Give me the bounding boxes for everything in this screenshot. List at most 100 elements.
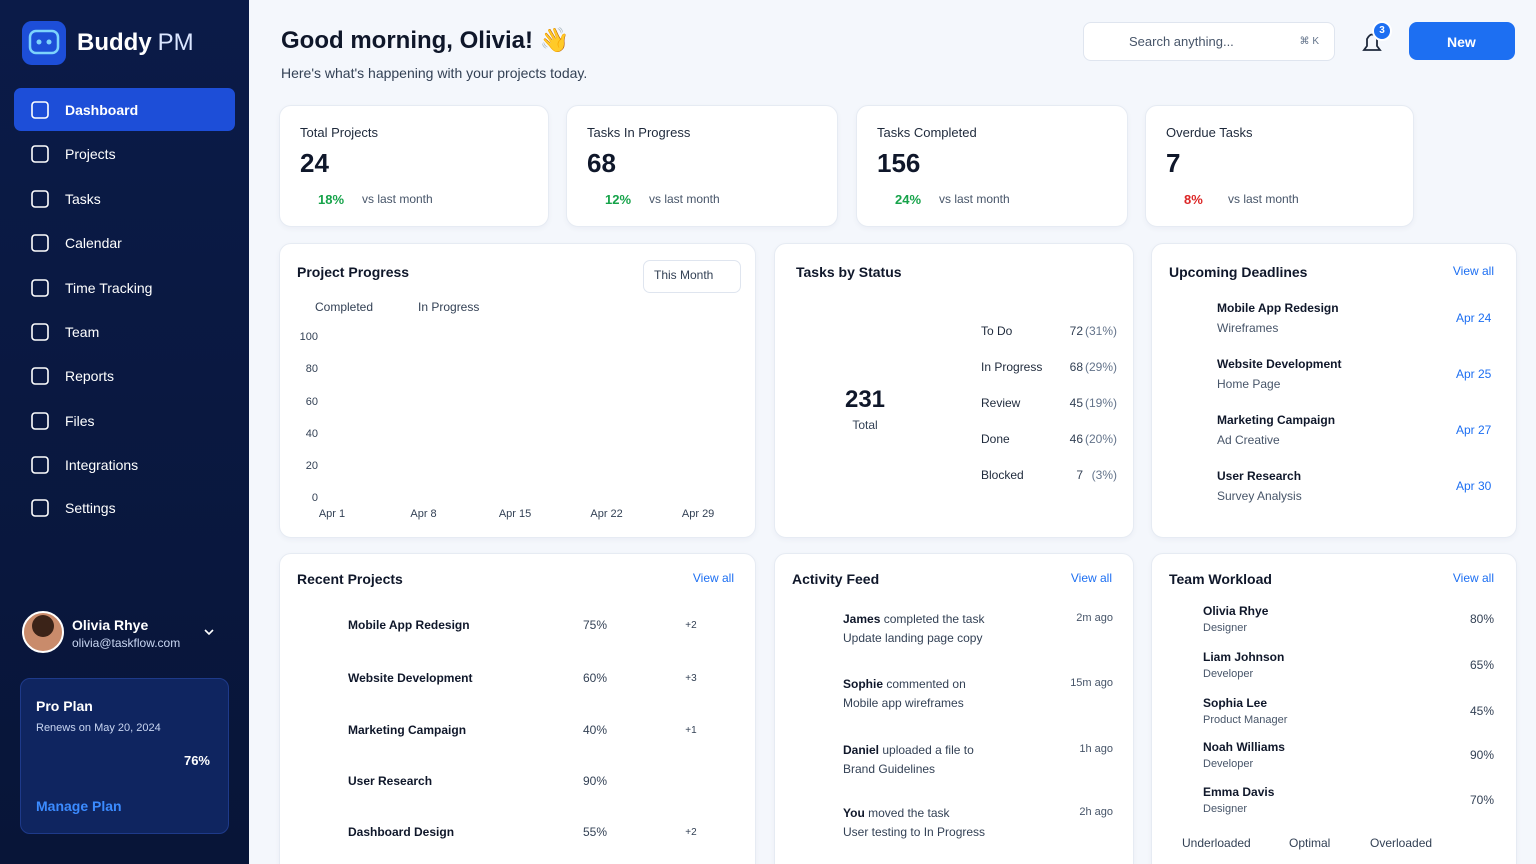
project-name: Marketing Campaign	[348, 723, 467, 738]
stat-change: 8%	[1184, 191, 1203, 207]
filter-label[interactable]: This Month	[654, 268, 714, 283]
x-tick-label: Apr 1	[318, 508, 346, 521]
stat-change: 18%	[318, 191, 345, 207]
member-name: Sophia Lee	[1203, 696, 1268, 711]
deadline-subtitle: Wireframes	[1217, 321, 1279, 336]
activity-text: Daniel uploaded a file to	[843, 740, 974, 760]
user-email: olivia@taskflow.com	[72, 636, 181, 651]
activity-text: Sophie commented on	[843, 674, 966, 694]
plan-card	[20, 678, 229, 834]
card-title: Team Workload	[1169, 570, 1272, 587]
stat-value: 24	[300, 148, 329, 179]
donut-total-label: Total	[852, 418, 878, 433]
search-box[interactable]	[1083, 22, 1335, 61]
workload-label: 90%	[1469, 748, 1494, 763]
project-name: User Research	[348, 774, 433, 789]
team-workload-card	[1151, 553, 1517, 864]
plan-renewal: Renews on May 20, 2024	[36, 722, 161, 735]
member-name: Noah Williams	[1203, 740, 1285, 755]
activity-text: You moved the task	[843, 803, 950, 823]
legend-label: Underloaded	[1182, 836, 1251, 851]
member-role: Product Manager	[1203, 714, 1288, 727]
workload-label: 70%	[1469, 793, 1494, 808]
nav-item[interactable]: Integrations	[65, 456, 139, 473]
new-button-label[interactable]: New	[1447, 33, 1476, 50]
project-name: Mobile App Redesign	[348, 618, 470, 633]
status-value: 45	[1069, 396, 1083, 411]
extra-members: +3	[685, 673, 697, 684]
y-tick-label: 80	[305, 363, 318, 376]
project-name: Website Development	[348, 671, 473, 686]
status-percent: (31%)	[1084, 324, 1117, 339]
stat-card	[1145, 105, 1414, 227]
activity-detail: Update landing page copy	[843, 631, 983, 646]
view-all[interactable]: View all	[1452, 571, 1494, 586]
stat-label: Tasks Completed	[877, 124, 977, 140]
brand-name: Buddy PM	[77, 27, 194, 59]
member-name: Olivia Rhye	[1203, 604, 1269, 619]
filter-button[interactable]	[643, 260, 741, 293]
legend-label: Overloaded	[1370, 836, 1433, 851]
donut-total: 231	[844, 385, 886, 413]
nav-item[interactable]: Settings	[65, 499, 116, 516]
nav-item[interactable]: Team	[65, 323, 100, 340]
project-name: Dashboard Design	[348, 825, 455, 840]
plan-title: Pro Plan	[36, 697, 93, 714]
recent-projects-card	[279, 553, 756, 864]
brand-main: Buddy	[77, 29, 152, 56]
search-shortcut: ⌘ K	[1299, 36, 1319, 47]
activity-detail: Mobile app wireframes	[843, 696, 964, 711]
member-role: Designer	[1203, 622, 1248, 635]
view-all[interactable]: View all	[692, 571, 734, 586]
stat-label: Overdue Tasks	[1166, 124, 1253, 140]
search-placeholder: Search anything...	[1129, 33, 1234, 49]
activity-detail: Brand Guidelines	[843, 762, 936, 777]
activity-card	[774, 553, 1134, 864]
view-all[interactable]: View all	[1070, 571, 1112, 586]
member-role: Developer	[1203, 758, 1254, 771]
status-percent: (20%)	[1084, 432, 1117, 447]
x-tick-label: Apr 15	[498, 508, 532, 521]
y-tick-label: 20	[305, 460, 318, 472]
stat-card	[856, 105, 1128, 227]
deadline-date: Apr 25	[1456, 367, 1492, 382]
stat-comparison: vs last month	[649, 192, 720, 207]
status-value: 7	[1076, 468, 1083, 483]
nav-item[interactable]: Time Tracking	[65, 279, 153, 296]
x-tick-label: Apr 22	[590, 508, 623, 521]
status-value: 68	[1069, 360, 1083, 375]
extra-members: +2	[685, 620, 697, 631]
workload-label: 80%	[1469, 612, 1494, 627]
nav-item[interactable]: Tasks	[65, 190, 101, 207]
nav-item[interactable]: Reports	[65, 367, 115, 384]
brand-suffix: PM	[157, 29, 194, 56]
stat-value: 156	[877, 148, 921, 179]
y-tick-label: 0	[311, 492, 318, 505]
member-name: Emma Davis	[1203, 785, 1275, 800]
stat-change: 12%	[605, 191, 632, 207]
card-title: Activity Feed	[792, 570, 880, 587]
x-tick-label: Apr 8	[410, 508, 437, 521]
notification-count: 3	[1379, 25, 1385, 36]
nav-item[interactable]: Dashboard	[65, 101, 139, 118]
deadline-date: Apr 24	[1456, 311, 1492, 326]
subtitle: Here's what's happening with your projec…	[281, 64, 588, 81]
activity-time: 1h ago	[1079, 743, 1113, 756]
nav-item[interactable]: Projects	[65, 145, 116, 162]
new-button[interactable]	[1409, 22, 1515, 60]
nav-item[interactable]: Files	[65, 412, 95, 429]
y-tick-label: 60	[305, 395, 318, 408]
nav-item[interactable]: Calendar	[65, 234, 122, 251]
manage-plan[interactable]: Manage Plan	[36, 797, 122, 814]
progress-label: 90%	[583, 774, 608, 789]
view-all[interactable]: View all	[1452, 264, 1494, 279]
activity-time: 2m ago	[1076, 612, 1113, 625]
deadline-title: User Research	[1217, 469, 1302, 484]
member-role: Designer	[1203, 803, 1248, 816]
progress-label: 60%	[583, 671, 608, 686]
activity-action: commented on	[886, 677, 966, 691]
status-percent: (19%)	[1084, 396, 1117, 411]
activity-action: moved the task	[868, 806, 950, 820]
stat-label: Tasks In Progress	[587, 124, 691, 140]
